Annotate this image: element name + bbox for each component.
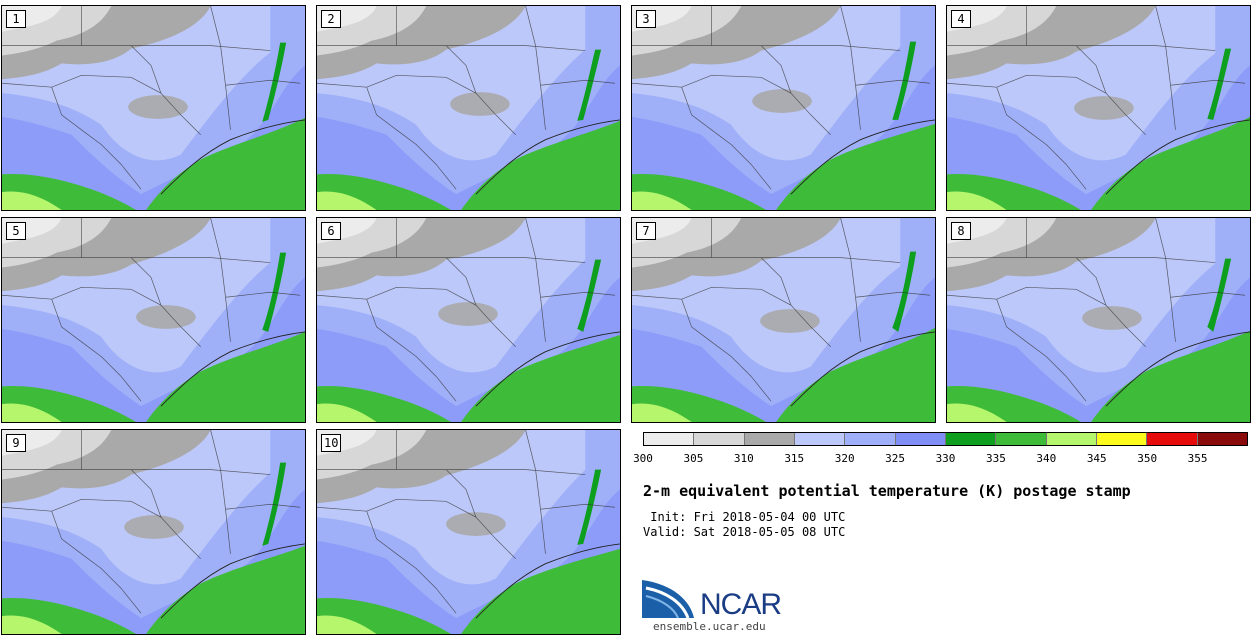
panel-label: 3 — [636, 10, 656, 28]
colorbar-segment-7 — [996, 433, 1047, 445]
map-panel-4: 4 — [946, 5, 1251, 211]
panel-label: 6 — [321, 222, 341, 240]
colorbar-tick-label: 305 — [683, 452, 704, 465]
colorbar-segment-1 — [694, 433, 745, 445]
colorbar-segment-11 — [1197, 433, 1247, 445]
ncar-logo-icon — [642, 580, 694, 619]
colorbar-tick-label: 350 — [1137, 452, 1158, 465]
colorbar-segment-8 — [1046, 433, 1097, 445]
map-panel-3: 3 — [631, 5, 936, 211]
colorbar-tick-label: 300 — [633, 452, 653, 465]
colorbar-tick-label: 310 — [733, 452, 754, 465]
colorbar-tick-label: 340 — [1036, 452, 1057, 465]
colorbar-tick-label: 315 — [784, 452, 805, 465]
colorbar-segment-0 — [644, 433, 695, 445]
colorbar-segment-9 — [1096, 433, 1148, 445]
map-panel-5: 5 — [1, 217, 306, 423]
figure-title: 2-m equivalent potential temperature (K)… — [643, 482, 1131, 500]
site-url[interactable]: ensemble.ucar.edu — [653, 620, 766, 633]
panel-label: 2 — [321, 10, 341, 28]
map-panel-10: 10 — [316, 429, 621, 635]
panel-label: 7 — [636, 222, 656, 240]
map-panel-6: 6 — [316, 217, 621, 423]
panel-label: 1 — [6, 10, 26, 28]
ncar-logo-text: NCAR — [700, 588, 782, 621]
colorbar-segment-10 — [1147, 433, 1198, 445]
map-panel-2: 2 — [316, 5, 621, 211]
colorbar-segment-4 — [845, 433, 896, 445]
colorbar — [643, 432, 1248, 446]
colorbar-segment-5 — [895, 433, 946, 445]
colorbar-tick-label: 345 — [1086, 452, 1107, 465]
map-panel-8: 8 — [946, 217, 1251, 423]
panel-label: 5 — [6, 222, 26, 240]
map-panel-9: 9 — [1, 429, 306, 635]
colorbar-segment-3 — [794, 433, 846, 445]
panel-label: 8 — [951, 222, 971, 240]
init-time: Init: Fri 2018-05-04 00 UTC — [643, 510, 846, 524]
valid-time: Valid: Sat 2018-05-05 08 UTC — [643, 525, 846, 539]
colorbar-segment-2 — [744, 433, 795, 445]
map-panel-7: 7 — [631, 217, 936, 423]
panel-label: 4 — [951, 10, 971, 28]
colorbar-segment-6 — [945, 433, 997, 445]
colorbar-tick-label: 320 — [834, 452, 855, 465]
colorbar-tick-label: 355 — [1187, 452, 1208, 465]
colorbar-tick-label: 330 — [935, 452, 956, 465]
panel-label: 9 — [6, 434, 26, 452]
map-panel-1: 1 — [1, 5, 306, 211]
colorbar-tick-label: 335 — [985, 452, 1006, 465]
panel-label: 10 — [321, 434, 342, 452]
colorbar-tick-label: 325 — [885, 452, 906, 465]
